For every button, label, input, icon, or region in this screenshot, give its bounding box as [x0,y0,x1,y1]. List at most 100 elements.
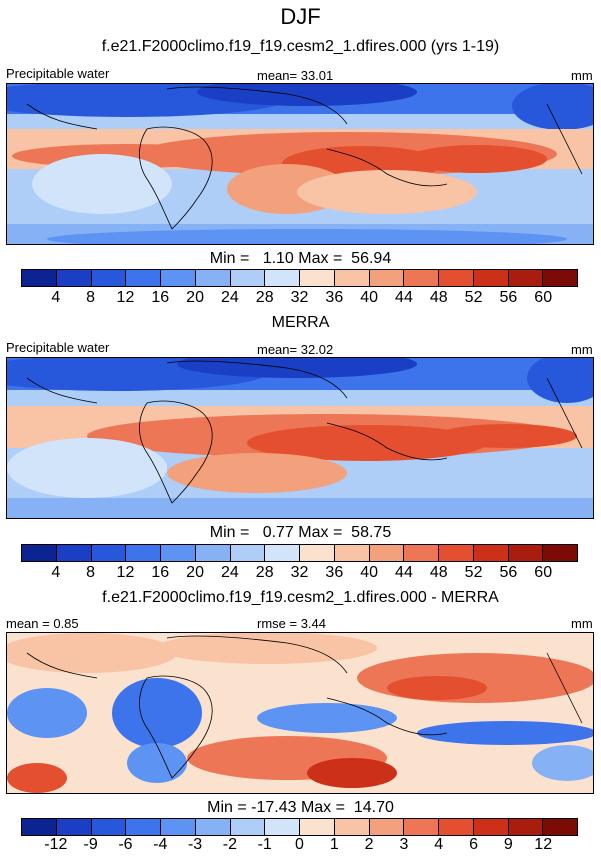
panel-3-map [6,632,594,794]
colorbar-tick-label: 12 [116,564,135,581]
colorbar-tick-label: 20 [186,289,204,306]
colorbar-swatch [125,269,161,287]
colorbar-swatch [507,269,544,287]
colorbar-swatch [542,544,578,562]
colorbar-swatch [160,269,196,287]
panel-1-colorbar [21,269,578,287]
colorbar-tick-label: 8 [86,289,96,306]
colorbar-swatch [125,544,161,562]
colorbar-tick-label: 24 [220,564,239,581]
colorbar-tick-label: 56 [499,289,518,306]
colorbar-tick-label: 6 [469,836,479,853]
colorbar-tick-label: 20 [186,564,204,581]
panel-2-variable-label: Precipitable water [6,340,110,355]
colorbar-tick-label: 2 [364,836,374,853]
colorbar-swatch [194,269,231,287]
colorbar-swatch [125,818,161,836]
colorbar-tick-label: 0 [295,836,304,853]
colorbar-tick-label: 4 [51,289,61,306]
colorbar-swatch [438,818,474,836]
colorbar-swatch [55,269,92,287]
panel-3-units-label: mm [571,616,593,631]
colorbar-tick-label: 36 [325,289,344,306]
colorbar-swatch [194,544,231,562]
colorbar-swatch [403,818,439,836]
panel-1-minmax: Min = 1.10 Max = 56.94 [209,250,392,267]
panel-2-mean-label: mean= 32.02 [257,342,334,357]
colorbar-tick-label: 16 [151,289,170,306]
colorbar-tick-label: 3 [399,836,409,853]
panel-2-colorbar [21,544,578,562]
colorbar-swatch [333,269,370,287]
colorbar-tick-label: 12 [116,289,135,306]
colorbar-tick-label: 44 [395,289,413,306]
colorbar-swatch [299,269,335,287]
colorbar-swatch [472,269,509,287]
colorbar-tick-label: 8 [86,564,96,581]
colorbar-swatch [368,818,405,836]
colorbar-tick-label: 28 [255,289,274,306]
colorbar-swatch [264,818,300,836]
panel-2-map [6,357,594,519]
panel-2-subtitle: MERRA [271,314,330,331]
colorbar-tick-label: 52 [464,564,483,581]
colorbar-swatch [299,544,335,562]
colorbar-swatch [90,544,127,562]
colorbar-tick-label: 56 [499,564,518,581]
colorbar-tick-label: 9 [503,836,513,853]
colorbar-swatch [160,544,196,562]
panel-3-rmse-label: rmse = 3.44 [257,616,327,631]
colorbar-tick-label: -12 [44,836,68,853]
colorbar-swatch [194,818,231,836]
panel-1-map-field [7,84,593,244]
colorbar-tick-label: -1 [257,836,272,853]
colorbar-tick-label: 60 [534,289,553,306]
colorbar-swatch [542,269,578,287]
colorbar-swatch [472,818,509,836]
colorbar-swatch [507,544,544,562]
page-title: DJF [280,4,321,29]
colorbar-swatch [368,544,405,562]
panel-3-map-field [7,633,593,793]
panel-1-subtitle: f.e21.F2000climo.f19_f19.cesm2_1.dfires.… [101,38,500,55]
colorbar-tick-label: 1 [329,836,339,853]
panel-3-colorbar-ticks: -12 -9 -6 -4 -3 -2 -1 0 1 2 3 4 6 9 12 [21,836,578,856]
colorbar-tick-label: 36 [325,564,344,581]
panel-3-minmax: Min = -17.43 Max = 14.70 [207,799,394,816]
colorbar-swatch [403,544,439,562]
colorbar-swatch [368,269,405,287]
colorbar-tick-label: -9 [83,836,98,853]
panel-2-minmax: Min = 0.77 Max = 58.75 [209,524,392,541]
colorbar-swatch [542,818,578,836]
panel-2-map-field [7,358,593,518]
colorbar-tick-label: 32 [290,289,309,306]
colorbar-tick-label: 44 [395,564,413,581]
colorbar-swatch [333,544,370,562]
colorbar-swatch [229,818,266,836]
colorbar-swatch [229,269,266,287]
colorbar-tick-label: 16 [151,564,170,581]
colorbar-swatch [90,818,127,836]
panel-2-colorbar-ticks: 4 8 12 16 20 24 28 32 36 40 44 48 52 56 60 [21,564,578,584]
colorbar-swatch [160,818,196,836]
colorbar-tick-label: -2 [222,836,237,853]
panel-1-colorbar-ticks: 4 8 12 16 20 24 28 32 36 40 44 48 52 56 60 [21,289,578,309]
colorbar-swatch [299,818,335,836]
colorbar-swatch [264,269,300,287]
colorbar-tick-label: 40 [360,564,379,581]
colorbar-tick-label: 32 [290,564,309,581]
colorbar-tick-label: 4 [51,564,61,581]
colorbar-swatch [264,544,300,562]
colorbar-swatch [438,269,474,287]
colorbar-tick-label: 24 [220,289,239,306]
colorbar-tick-label: 48 [429,289,448,306]
colorbar-swatch [507,818,544,836]
colorbar-swatch [21,544,57,562]
panel-3-colorbar [21,818,578,836]
colorbar-tick-label: 60 [534,564,553,581]
panel-3-mean-label: mean = 0.85 [6,616,79,631]
colorbar-tick-label: 4 [434,836,444,853]
panel-1-units-label: mm [571,68,593,83]
colorbar-swatch [333,818,370,836]
colorbar-tick-label: 40 [360,289,379,306]
